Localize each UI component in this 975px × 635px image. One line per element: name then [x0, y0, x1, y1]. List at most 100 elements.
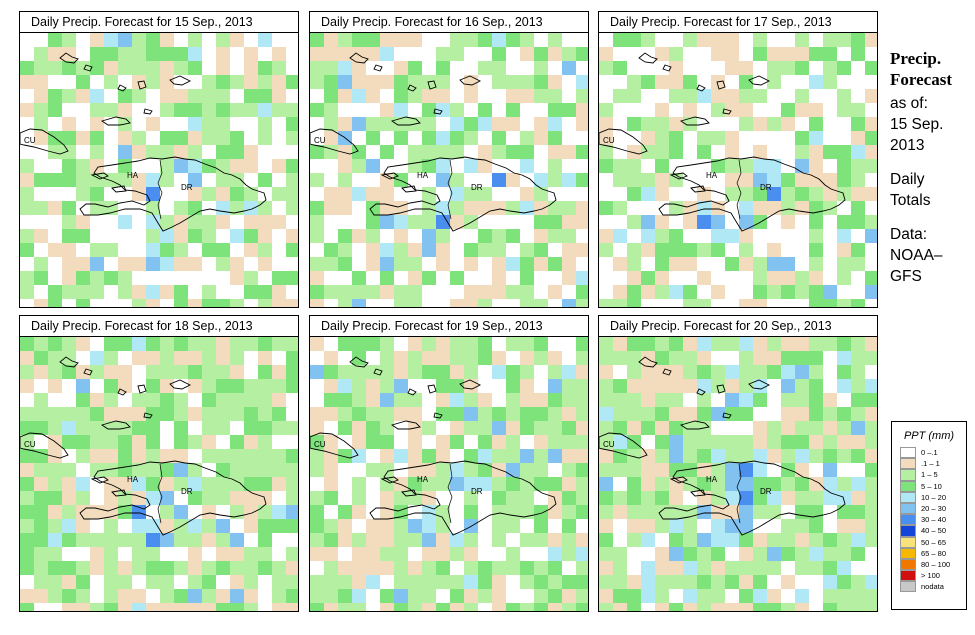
precip-cell [599, 337, 613, 351]
precip-cell [132, 407, 146, 421]
legend-swatch [900, 547, 916, 559]
precip-cell [366, 421, 380, 435]
precip-cell [310, 229, 324, 243]
precip-cell [669, 47, 683, 61]
precip-cell [324, 603, 338, 611]
precip-cell [118, 337, 132, 351]
precip-cell [464, 589, 478, 603]
precip-cell [767, 505, 781, 519]
precip-cell [34, 75, 48, 89]
precip-cell [352, 575, 366, 589]
precip-cell [851, 117, 865, 131]
precip-cell [851, 131, 865, 145]
precip-cell [781, 533, 795, 547]
precip-cell [655, 561, 669, 575]
precip-cell [422, 575, 436, 589]
precip-cell [188, 575, 202, 589]
precip-cell [34, 299, 48, 307]
precip-cell [20, 491, 34, 505]
precip-cell [90, 257, 104, 271]
precip-cell [160, 575, 174, 589]
precip-cell [683, 33, 697, 47]
precip-cell [464, 547, 478, 561]
precip-cell [352, 435, 366, 449]
forecast-panel-6: Daily Precip. Forecast for 20 Sep., 2013… [598, 315, 878, 612]
precip-cell [809, 407, 823, 421]
precip-cell [188, 379, 202, 393]
precip-cell [188, 33, 202, 47]
precip-cell [258, 393, 272, 407]
precip-cell [534, 257, 548, 271]
precip-cell [48, 243, 62, 257]
precip-cell [216, 603, 230, 611]
precip-cell [767, 187, 781, 201]
precip-cell [422, 463, 436, 477]
precip-cell [627, 407, 641, 421]
precip-cell [753, 173, 767, 187]
precip-cell [338, 75, 352, 89]
precip-cell [90, 271, 104, 285]
precip-cell [216, 243, 230, 257]
precip-cell [478, 449, 492, 463]
precip-cell [837, 561, 851, 575]
precip-cell [380, 449, 394, 463]
precip-cell [627, 491, 641, 505]
precip-cell [160, 561, 174, 575]
precip-cell [202, 533, 216, 547]
precip-cell [562, 477, 576, 491]
precip-cell [380, 477, 394, 491]
precip-cell [576, 351, 588, 365]
coastlines [20, 52, 267, 232]
precip-cell [683, 561, 697, 575]
precip-cell [576, 393, 588, 407]
precip-cell [244, 589, 258, 603]
precip-cell [76, 337, 90, 351]
precip-cell [781, 477, 795, 491]
precip-cell [464, 187, 478, 201]
precip-cell [324, 393, 338, 407]
country-label-dominican-republic: DR [181, 183, 193, 192]
precip-cell [599, 407, 613, 421]
precip-cell [48, 201, 62, 215]
precip-cell [380, 117, 394, 131]
precip-cell [739, 379, 753, 393]
precip-cell [230, 257, 244, 271]
precip-cell [90, 131, 104, 145]
precip-cell [366, 533, 380, 547]
legend-swatch [900, 581, 916, 593]
precip-cell [146, 257, 160, 271]
precip-cell [90, 173, 104, 187]
precip-cell [230, 173, 244, 187]
precip-cell [739, 407, 753, 421]
precip-cell [534, 351, 548, 365]
precip-cell [767, 477, 781, 491]
precip-cell [90, 561, 104, 575]
precip-cell [34, 351, 48, 365]
precip-cell [795, 435, 809, 449]
precip-cell [34, 547, 48, 561]
precip-cell [258, 103, 272, 117]
precip-cell [548, 47, 562, 61]
precip-cell [669, 337, 683, 351]
precip-cell [627, 449, 641, 463]
precip-cell [627, 75, 641, 89]
precip-cell [118, 365, 132, 379]
precip-cell [394, 215, 408, 229]
precip-cell [394, 117, 408, 131]
precip-cell [324, 547, 338, 561]
precip-cell [711, 365, 725, 379]
precip-cell [62, 89, 76, 103]
precip-cell [202, 421, 216, 435]
precip-cell [562, 229, 576, 243]
precip-cell [655, 449, 669, 463]
precip-cell [464, 285, 478, 299]
precip-cell [380, 547, 394, 561]
precip-cell [669, 491, 683, 505]
precip-cell [506, 201, 520, 215]
precip-cell [627, 533, 641, 547]
precip-cell [76, 379, 90, 393]
precip-cell [450, 215, 464, 229]
precip-cell [394, 285, 408, 299]
precip-cell [310, 505, 324, 519]
precip-cell [422, 365, 436, 379]
